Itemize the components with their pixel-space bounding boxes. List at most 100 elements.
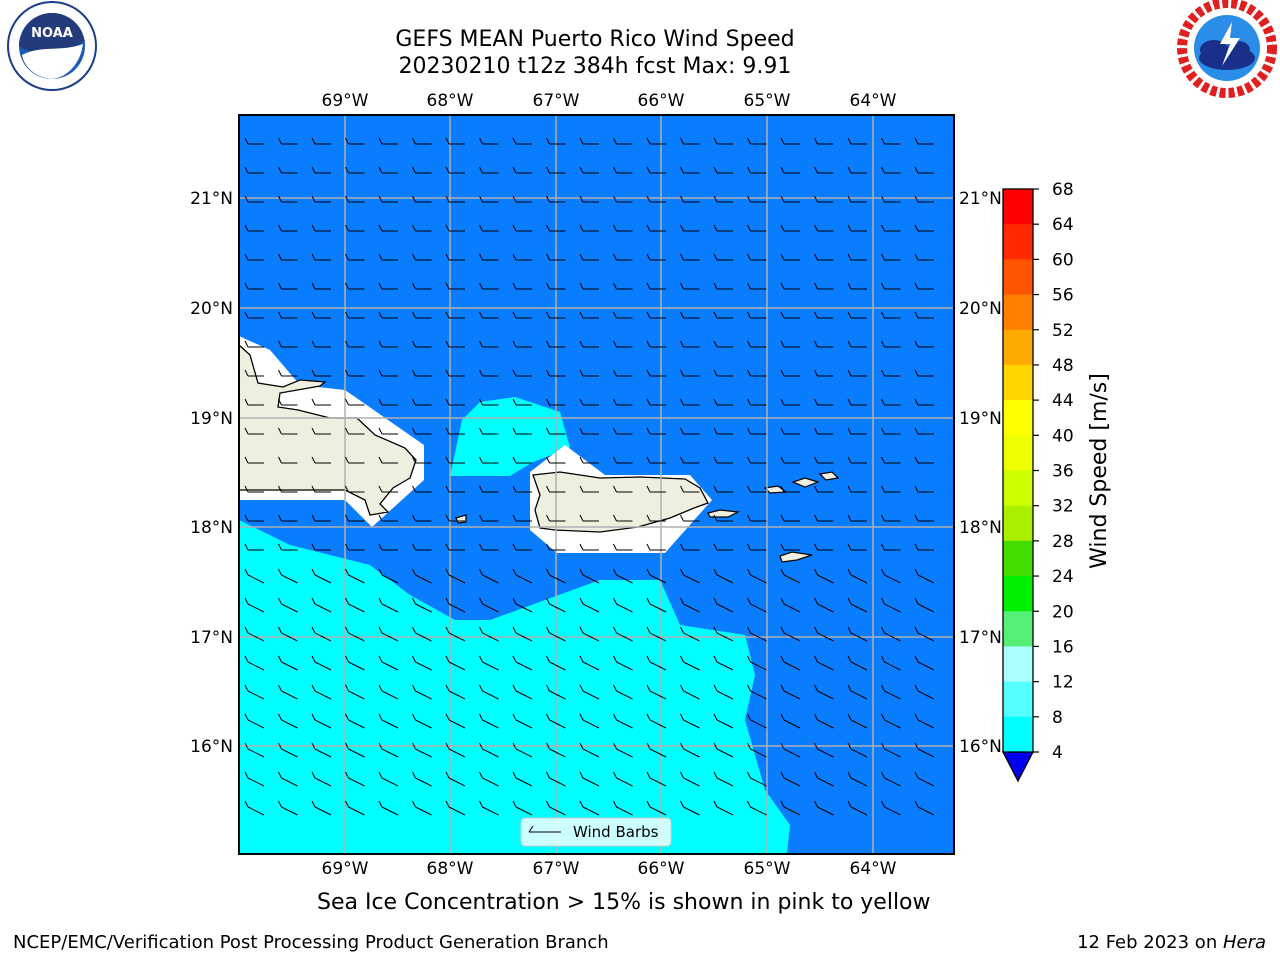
wind-barb xyxy=(780,166,800,174)
wind-barb xyxy=(412,713,432,729)
wind-barb xyxy=(680,398,700,406)
wind-barb xyxy=(244,713,265,729)
wind-barb xyxy=(311,742,332,758)
wind-barb xyxy=(345,771,365,787)
wind-barb xyxy=(278,137,298,145)
wind-barb xyxy=(278,543,298,551)
wind-barb xyxy=(378,311,398,319)
wind-barb xyxy=(311,655,332,671)
wind-barb xyxy=(646,137,666,145)
wind-barb xyxy=(345,137,365,145)
lat-label: 21°N xyxy=(190,189,233,209)
wind-barb xyxy=(814,369,834,377)
wind-barb xyxy=(345,282,365,290)
wind-barb xyxy=(378,485,398,493)
wind-barb xyxy=(345,195,365,203)
colorbar-tick-label: 28 xyxy=(1052,532,1074,552)
wind-barb xyxy=(579,713,600,729)
wind-barb xyxy=(881,166,901,174)
wind-barb xyxy=(780,684,801,700)
wind-barb xyxy=(814,311,834,319)
wind-barb xyxy=(412,369,432,377)
wind-barb xyxy=(780,369,800,377)
wind-barb xyxy=(881,456,901,464)
wind-barb xyxy=(378,166,398,174)
lat-label: 16°N xyxy=(190,737,233,757)
chart-subtitle: 20230210 t12z 384h fcst Max: 9.91 xyxy=(398,54,792,79)
wind-barb xyxy=(244,137,264,145)
wind-barb xyxy=(311,195,331,203)
wind-barb xyxy=(881,684,901,700)
wind-barb xyxy=(881,568,901,584)
colorbar-tick-label: 48 xyxy=(1052,356,1074,376)
wind-barb xyxy=(847,398,867,406)
wind-barb xyxy=(512,311,532,319)
nws-logo xyxy=(1177,0,1277,98)
wind-barb xyxy=(311,282,331,290)
wind-barb xyxy=(311,626,332,642)
wind-barb xyxy=(713,626,734,642)
wind-barb xyxy=(278,655,298,671)
wind-barb xyxy=(244,427,264,435)
wind-barb xyxy=(412,137,432,145)
wind-barb xyxy=(646,485,666,493)
wind-barb xyxy=(613,543,633,551)
wind-barb xyxy=(747,742,767,758)
wind-barb xyxy=(445,742,466,758)
wind-barb xyxy=(579,369,599,377)
wind-barb xyxy=(914,742,935,758)
wind-barb xyxy=(546,282,566,290)
wind-barb xyxy=(378,742,399,758)
wind-barb xyxy=(546,655,566,671)
wind-barb xyxy=(680,597,700,613)
wind-barb xyxy=(445,771,466,787)
wind-barb xyxy=(780,485,800,493)
wind-barb xyxy=(479,224,499,232)
lon-label: 68°W xyxy=(427,91,474,111)
wind-barb xyxy=(345,427,365,435)
wind-barb xyxy=(244,771,265,787)
wind-barb xyxy=(713,713,734,729)
wind-barb xyxy=(278,485,298,493)
wind-barb xyxy=(579,427,599,435)
lon-label: 68°W xyxy=(427,859,474,879)
wind-barb xyxy=(680,655,700,671)
wind-barb xyxy=(512,514,532,522)
wind-barb xyxy=(445,340,465,348)
noaa-logo-text: NOAA xyxy=(31,26,73,41)
wind-barb xyxy=(445,427,465,435)
wind-barb xyxy=(479,137,499,145)
wind-barb xyxy=(881,742,901,758)
wind-barb xyxy=(713,514,733,522)
wind-barb xyxy=(378,597,399,613)
lon-label: 69°W xyxy=(322,859,369,879)
wind-barb xyxy=(378,626,399,642)
wind-barb xyxy=(914,311,934,319)
wind-barb xyxy=(814,224,834,232)
wind-barb xyxy=(847,713,868,729)
wind-barb xyxy=(914,655,935,671)
wind-barb xyxy=(345,684,365,700)
wind-barb xyxy=(546,742,566,758)
wind-barb xyxy=(244,195,264,203)
wind-barb xyxy=(646,340,666,348)
wind-barb xyxy=(780,543,800,551)
wind-barb xyxy=(881,543,901,551)
wind-barb xyxy=(412,398,432,406)
wind-barb xyxy=(311,684,332,700)
wind-barb xyxy=(579,568,600,584)
wind-barb xyxy=(445,137,465,145)
wind-barb xyxy=(445,485,465,493)
wind-barb xyxy=(881,626,901,642)
colorbar-segment xyxy=(1003,364,1033,401)
wind-barb xyxy=(579,771,600,787)
wind-barb xyxy=(479,166,499,174)
wind-barb xyxy=(914,514,934,522)
wind-barb xyxy=(378,771,399,787)
wind-barb xyxy=(311,340,331,348)
lat-label: 21°N xyxy=(959,189,1002,209)
wind-barb xyxy=(579,340,599,348)
wind-barb xyxy=(378,655,399,671)
wind-barb xyxy=(278,771,298,787)
wind-barb xyxy=(646,311,666,319)
